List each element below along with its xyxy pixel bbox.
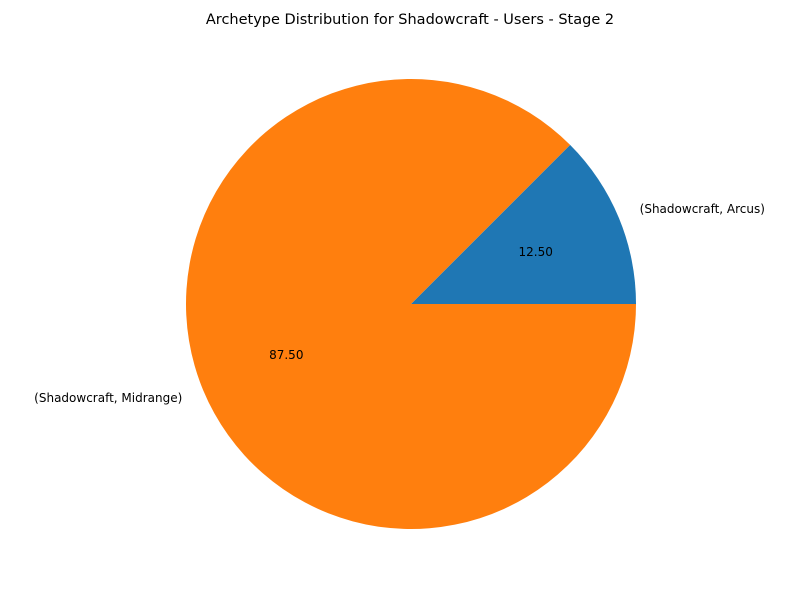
pie-slice-0 xyxy=(411,144,636,304)
slice-label-0: (Shadowcraft, Arcus) xyxy=(640,202,765,216)
pie-labels: (Shadowcraft, Arcus) 12.50 (Shadowcraft, M… xyxy=(34,202,765,405)
chart-title: Archetype Distribution for Shadowcraft -… xyxy=(206,12,614,28)
slice-value-1: 87.50 xyxy=(269,348,303,362)
pie-slice-1 xyxy=(186,79,637,530)
pie-slices xyxy=(186,79,637,530)
slice-label-1: (Shadowcraft, Midrange) xyxy=(34,391,182,405)
slice-value-0: 12.50 xyxy=(519,245,553,259)
